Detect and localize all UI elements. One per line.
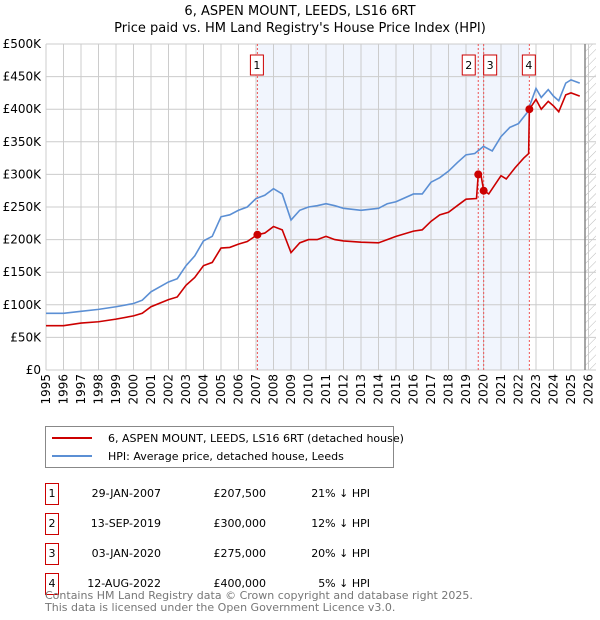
- y-tick-label: £0: [26, 363, 41, 377]
- y-tick-label: £50K: [10, 330, 42, 344]
- transaction-hpi-diff: 21% ↓ HPI: [311, 487, 370, 500]
- x-tick-label: 1999: [109, 374, 123, 405]
- legend-item-hpi: HPI: Average price, detached house, Leed…: [52, 448, 344, 464]
- legend-item-property: 6, ASPEN MOUNT, LEEDS, LS16 6RT (detache…: [52, 430, 404, 446]
- footer: Contains HM Land Registry data © Crown c…: [45, 590, 473, 614]
- x-tick-label: 2002: [162, 374, 176, 405]
- y-tick-label: £400K: [3, 102, 43, 116]
- chart-title: 6, ASPEN MOUNT, LEEDS, LS16 6RT: [184, 4, 416, 19]
- x-tick-label: 2018: [442, 374, 456, 405]
- x-tick-label: 2007: [249, 374, 263, 405]
- property-price-line: [46, 92, 581, 327]
- sale-label: 3: [487, 59, 494, 72]
- x-tick-label: 2025: [564, 374, 578, 405]
- transaction-date: 12-AUG-2022: [87, 577, 161, 590]
- x-tick-label: 2023: [529, 374, 543, 405]
- x-tick-label: 2005: [214, 374, 228, 405]
- x-tick-label: 2012: [337, 374, 351, 405]
- hpi-line: [46, 78, 581, 315]
- transaction-price: £207,500: [213, 487, 267, 500]
- x-tick-label: 2021: [494, 374, 508, 405]
- x-tick-label: 1995: [39, 374, 53, 405]
- x-tick-label: 2019: [459, 374, 473, 405]
- x-tick-label: 2006: [232, 374, 246, 405]
- legend-label-hpi: HPI: Average price, detached house, Leed…: [108, 449, 344, 463]
- x-tick-label: 1998: [92, 374, 106, 405]
- footer-copyright: Contains HM Land Registry data © Crown c…: [45, 589, 473, 602]
- x-tick-label: 1997: [74, 374, 88, 405]
- x-tick-label: 2008: [267, 374, 281, 405]
- transaction-marker: 2: [45, 513, 59, 535]
- transaction-row: 2 13-SEP-2019 £300,000 12% ↓ HPI: [45, 513, 445, 535]
- legend: 6, ASPEN MOUNT, LEEDS, LS16 6RT (detache…: [45, 426, 404, 468]
- x-tick-label: 2003: [179, 374, 193, 405]
- legend-swatch-property: [52, 437, 92, 439]
- transaction-hpi-diff: 12% ↓ HPI: [311, 517, 370, 530]
- sale-point: [525, 105, 534, 114]
- transaction-date: 13-SEP-2019: [90, 517, 161, 530]
- sale-label: 1: [253, 59, 260, 72]
- sale-label: 4: [525, 59, 532, 72]
- transaction-hpi-diff: 20% ↓ HPI: [311, 547, 370, 560]
- transaction-row: 4 12-AUG-2022 £400,000 5% ↓ HPI: [45, 573, 445, 595]
- sale-point: [253, 230, 262, 239]
- x-tick-label: 2024: [547, 374, 561, 405]
- x-tick-label: 2026: [582, 374, 596, 405]
- y-tick-label: £100K: [3, 298, 43, 312]
- chart-subtitle: Price paid vs. HM Land Registry's House …: [114, 21, 486, 36]
- x-tick-label: 2011: [319, 374, 333, 405]
- y-tick-label: £250K: [3, 200, 43, 214]
- sale-label: 2: [465, 59, 472, 72]
- x-tick-label: 2004: [197, 374, 211, 405]
- transaction-price: £300,000: [213, 517, 267, 530]
- x-tick-label: 2001: [144, 374, 158, 405]
- transaction-hpi-diff: 5% ↓ HPI: [318, 577, 370, 590]
- x-tick-label: 2017: [424, 374, 438, 405]
- transaction-marker: 3: [45, 543, 59, 565]
- x-tick-label: 2020: [477, 374, 491, 405]
- x-tick-label: 1996: [57, 374, 71, 405]
- legend-swatch-hpi: [52, 455, 92, 457]
- sale-label-box: [521, 54, 536, 76]
- sale-label-box: [483, 54, 498, 76]
- transaction-price: £275,000: [213, 547, 267, 560]
- y-tick-label: £350K: [3, 135, 43, 149]
- transaction-date: 29-JAN-2007: [91, 487, 161, 500]
- transaction-marker: 1: [45, 483, 59, 505]
- x-tick-label: 2014: [372, 374, 386, 405]
- transaction-price: £400,000: [213, 577, 267, 590]
- transaction-row: 1 29-JAN-2007 £207,500 21% ↓ HPI: [45, 483, 445, 505]
- y-tick-label: £300K: [3, 167, 43, 181]
- transaction-row: 3 03-JAN-2020 £275,000 20% ↓ HPI: [45, 543, 445, 565]
- x-tick-label: 2022: [512, 374, 526, 405]
- y-tick-label: £200K: [3, 233, 43, 247]
- x-tick-label: 2010: [302, 374, 316, 405]
- y-tick-label: £500K: [3, 37, 43, 51]
- transaction-marker: 4: [45, 573, 59, 595]
- sale-point: [479, 186, 488, 195]
- x-tick-label: 2000: [127, 374, 141, 405]
- y-tick-label: £450K: [3, 70, 43, 84]
- sale-point: [474, 170, 483, 179]
- x-tick-label: 2015: [389, 374, 403, 405]
- x-tick-label: 2009: [284, 374, 298, 405]
- x-tick-label: 2016: [407, 374, 421, 405]
- x-tick-label: 2013: [354, 374, 368, 405]
- legend-label-property: 6, ASPEN MOUNT, LEEDS, LS16 6RT (detache…: [108, 431, 404, 445]
- price-chart: 1995 1996 1997 1998 1999 2000 2001 2002 2003 2004…: [3, 37, 596, 405]
- y-tick-label: £150K: [3, 265, 43, 279]
- sale-label-box: [249, 54, 264, 76]
- transaction-date: 03-JAN-2020: [91, 547, 161, 560]
- footer-licence: This data is licensed under the Open Gov…: [45, 601, 396, 614]
- sale-label-box: [461, 54, 476, 76]
